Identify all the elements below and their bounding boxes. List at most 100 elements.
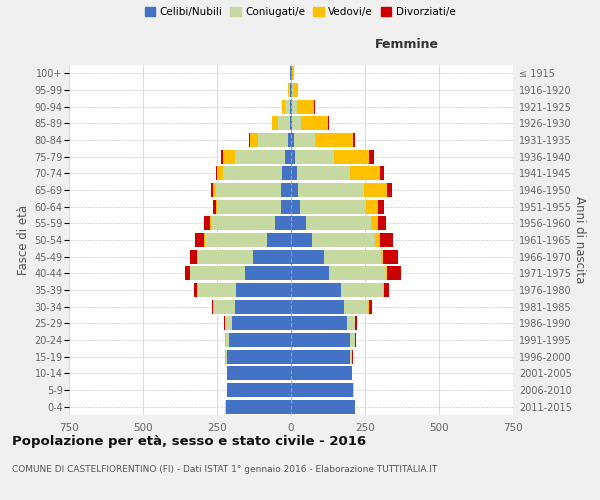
Bar <box>215 183 281 197</box>
Bar <box>215 200 217 214</box>
Bar <box>364 183 387 197</box>
Bar <box>245 266 291 280</box>
Bar <box>217 166 223 180</box>
Bar <box>291 300 344 314</box>
Bar <box>292 83 293 97</box>
Bar <box>387 183 392 197</box>
Bar <box>291 266 329 280</box>
Bar <box>383 283 384 297</box>
Bar <box>235 150 285 164</box>
Bar <box>376 233 380 247</box>
Bar <box>217 200 281 214</box>
Bar <box>291 150 295 164</box>
Bar <box>291 283 341 297</box>
Bar <box>224 316 225 330</box>
Bar <box>292 66 293 80</box>
Bar <box>259 133 288 147</box>
Bar <box>203 233 205 247</box>
Bar <box>215 166 217 180</box>
Bar <box>380 233 393 247</box>
Bar <box>347 316 355 330</box>
Bar <box>370 150 374 164</box>
Bar <box>350 333 355 347</box>
Bar <box>229 333 291 347</box>
Bar <box>285 150 291 164</box>
Bar <box>268 233 291 247</box>
Bar <box>293 83 298 97</box>
Bar <box>387 266 401 280</box>
Bar <box>250 133 259 147</box>
Bar <box>292 100 296 114</box>
Bar <box>281 183 291 197</box>
Bar <box>295 150 334 164</box>
Bar <box>367 200 379 214</box>
Bar <box>211 183 212 197</box>
Bar <box>227 366 291 380</box>
Bar <box>329 266 386 280</box>
Bar <box>306 216 371 230</box>
Bar <box>291 250 323 264</box>
Bar <box>227 350 291 364</box>
Bar <box>198 283 236 297</box>
Text: Popolazione per età, sesso e stato civile - 2016: Popolazione per età, sesso e stato civil… <box>12 435 366 448</box>
Bar <box>314 133 353 147</box>
Bar <box>194 283 197 297</box>
Bar <box>212 300 214 314</box>
Bar <box>350 166 380 180</box>
Bar <box>289 83 290 97</box>
Bar <box>300 200 367 214</box>
Bar <box>211 216 275 230</box>
Bar <box>195 233 203 247</box>
Bar <box>226 350 227 364</box>
Bar <box>281 200 291 214</box>
Bar <box>272 116 278 130</box>
Bar <box>214 300 235 314</box>
Bar <box>226 316 232 330</box>
Bar <box>368 300 370 314</box>
Text: Femmine: Femmine <box>374 38 439 51</box>
Bar <box>235 300 291 314</box>
Bar <box>185 266 190 280</box>
Bar <box>379 216 386 230</box>
Bar <box>334 150 370 164</box>
Bar <box>383 250 398 264</box>
Bar <box>209 216 211 230</box>
Bar <box>386 266 387 280</box>
Bar <box>286 100 290 114</box>
Bar <box>291 200 300 214</box>
Bar <box>291 216 306 230</box>
Bar <box>283 100 286 114</box>
Bar <box>291 366 352 380</box>
Bar <box>380 166 384 180</box>
Bar <box>344 300 368 314</box>
Bar <box>350 350 352 364</box>
Bar <box>381 250 383 264</box>
Bar <box>291 400 355 414</box>
Bar <box>355 316 357 330</box>
Bar <box>291 333 350 347</box>
Bar <box>379 200 384 214</box>
Bar <box>384 283 389 297</box>
Bar <box>203 216 209 230</box>
Bar <box>370 300 373 314</box>
Bar <box>353 133 355 147</box>
Bar <box>297 166 350 180</box>
Bar <box>290 116 291 130</box>
Bar <box>226 333 229 347</box>
Bar <box>301 116 328 130</box>
Bar <box>275 216 291 230</box>
Bar <box>291 316 347 330</box>
Bar <box>291 183 298 197</box>
Bar <box>291 100 292 114</box>
Bar <box>223 166 282 180</box>
Bar <box>291 116 292 130</box>
Bar <box>282 166 291 180</box>
Y-axis label: Fasce di età: Fasce di età <box>17 205 30 275</box>
Bar <box>341 283 383 297</box>
Bar <box>291 350 350 364</box>
Bar <box>253 250 291 264</box>
Bar <box>312 233 376 247</box>
Bar <box>323 250 381 264</box>
Text: COMUNE DI CASTELFIORENTINO (FI) - Dati ISTAT 1° gennaio 2016 - Elaborazione TUTT: COMUNE DI CASTELFIORENTINO (FI) - Dati I… <box>12 465 437 474</box>
Bar <box>227 383 291 397</box>
